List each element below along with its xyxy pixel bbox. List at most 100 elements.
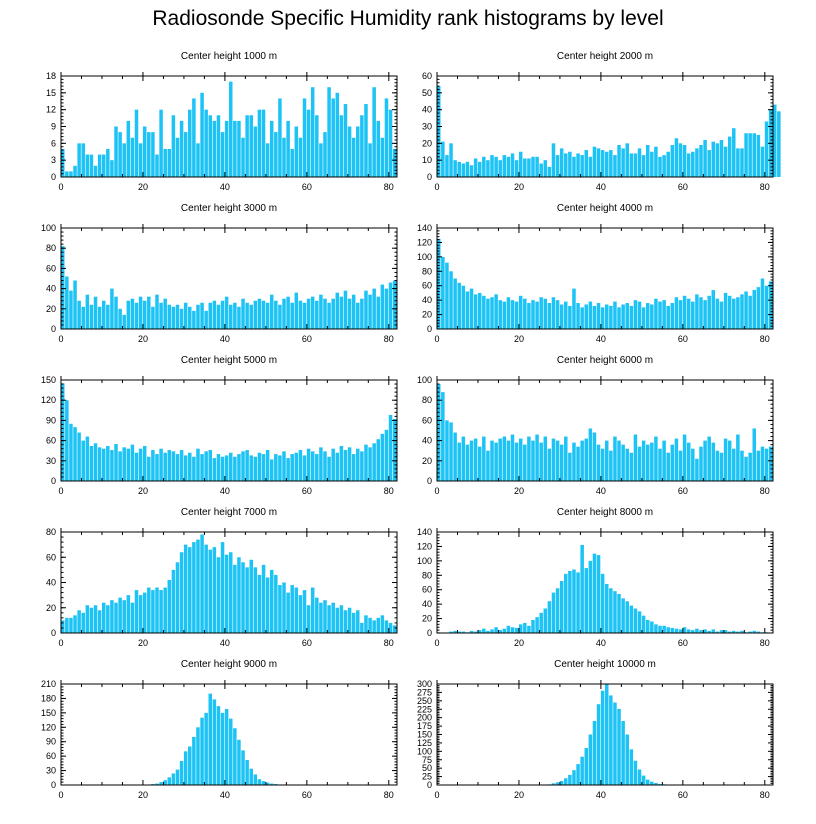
bar: [188, 746, 192, 785]
bar: [531, 156, 535, 177]
chart-title: Center height 3000 m: [181, 203, 277, 214]
bar: [171, 569, 176, 634]
bar: [678, 143, 683, 177]
bar: [282, 137, 286, 177]
chart-title: Center height 1000 m: [181, 51, 277, 62]
y-tick-label: 50: [422, 763, 432, 773]
chart-panel-8: Center height 8000 m 0 20 40 60 80 0 20 40 60 80 10…: [417, 507, 774, 648]
bar: [744, 456, 748, 481]
bar: [637, 769, 642, 785]
bar: [629, 749, 634, 785]
bar: [298, 450, 303, 481]
bar: [138, 296, 143, 329]
bar: [224, 709, 229, 785]
bar: [535, 156, 539, 177]
bar: [510, 627, 515, 633]
x-tick-label: 0: [58, 486, 63, 496]
bar: [134, 590, 139, 633]
bar: [97, 154, 102, 177]
bar: [175, 137, 180, 177]
bar: [73, 427, 77, 481]
plot-frame: [60, 683, 398, 786]
bar: [114, 443, 118, 481]
x-tick-label: 20: [138, 486, 148, 496]
bar: [752, 428, 757, 481]
bar: [748, 295, 752, 329]
bar: [130, 444, 135, 481]
bar: [249, 304, 253, 329]
x-tick-label: 0: [58, 790, 63, 800]
bar: [645, 444, 650, 481]
y-tick-label: 100: [417, 556, 432, 566]
bar: [768, 281, 773, 329]
bar: [77, 610, 81, 633]
bar: [686, 153, 691, 177]
y-tick-label: 150: [417, 730, 432, 740]
bar: [641, 615, 646, 633]
bar: [323, 132, 327, 177]
bar: [261, 781, 266, 785]
bar: [473, 631, 478, 633]
y-tick-label: 120: [417, 541, 432, 551]
bar: [286, 458, 290, 481]
bar: [592, 432, 597, 481]
bar: [666, 151, 670, 177]
bar: [703, 300, 707, 329]
bar: [748, 631, 752, 633]
bar: [723, 438, 728, 481]
x-tick-label: 60: [302, 334, 312, 344]
bar: [633, 608, 638, 633]
bar: [192, 98, 196, 177]
bar: [335, 452, 340, 481]
bar: [159, 448, 163, 481]
bar: [351, 454, 356, 481]
bar: [555, 155, 560, 177]
bar: [469, 440, 474, 481]
bar: [249, 559, 253, 633]
bar: [740, 630, 744, 633]
y-tick-label: 0: [51, 628, 56, 638]
bar: [85, 294, 90, 329]
chart-title: Center height 4000 m: [557, 203, 653, 214]
bar: [257, 452, 262, 481]
bar: [77, 300, 81, 329]
bar: [719, 301, 724, 329]
bar: [645, 145, 650, 177]
x-tick-label: 20: [514, 638, 524, 648]
bar: [678, 300, 683, 329]
bar: [138, 448, 143, 481]
bar: [482, 628, 486, 633]
y-tick-label: 18: [46, 71, 56, 81]
chart-panel-6: Center height 6000 m 0 20 40 60 80 0 20 40 60 80 10…: [417, 355, 774, 496]
bar: [641, 307, 646, 329]
bar: [196, 304, 200, 329]
bar: [744, 291, 748, 329]
y-tick-label: 60: [46, 552, 56, 562]
x-tick-label: 80: [384, 790, 394, 800]
bar: [572, 442, 576, 481]
bar: [715, 143, 720, 177]
x-tick-label: 20: [138, 638, 148, 648]
bar: [351, 612, 356, 633]
bar: [662, 155, 666, 177]
bar: [97, 447, 102, 481]
bar: [756, 287, 761, 329]
bar: [629, 605, 634, 633]
bar: [134, 302, 139, 329]
bar: [658, 783, 662, 785]
bar: [245, 115, 249, 177]
bar: [527, 436, 531, 481]
bar: [629, 153, 634, 177]
bar: [584, 150, 589, 177]
y-tick-label: 80: [46, 527, 56, 537]
bar: [568, 305, 572, 329]
bar: [114, 296, 118, 329]
bar: [477, 630, 482, 633]
bar: [93, 605, 98, 633]
bar: [310, 451, 315, 481]
bar: [364, 290, 368, 329]
bar: [670, 444, 675, 481]
bar: [269, 459, 274, 481]
bar: [85, 436, 90, 481]
y-tick-label: 20: [422, 310, 432, 320]
